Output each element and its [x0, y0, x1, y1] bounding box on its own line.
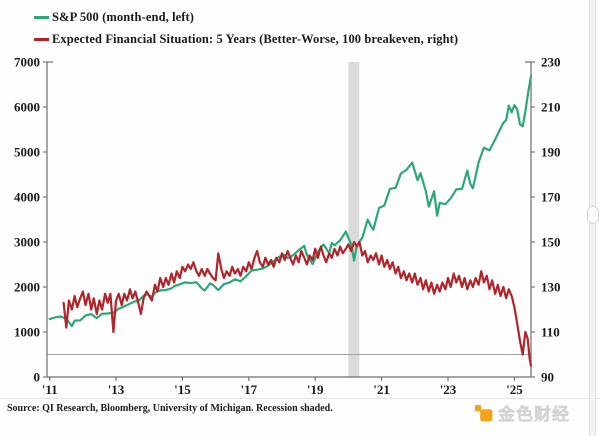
x-axis-tick-label: '15: [174, 382, 191, 397]
right-axis-tick-label: 190: [541, 145, 561, 160]
scrollbar-handle[interactable]: [587, 206, 599, 224]
efs-line-swatch-icon: [34, 37, 49, 41]
left-axis-tick-label: 0: [34, 370, 41, 385]
left-axis-tick-label: 3000: [14, 235, 40, 250]
sp500-series-line: [48, 74, 533, 328]
x-axis-tick-label: '17: [240, 382, 257, 397]
footer-divider: [0, 398, 600, 399]
jinse-finance-watermark: 金色财经: [475, 400, 570, 425]
x-axis-tick-label: '19: [307, 382, 324, 397]
recession-band: [348, 62, 360, 377]
left-axis-tick-label: 2000: [14, 280, 40, 295]
left-axis-tick-label: 7000: [14, 55, 40, 70]
efs-legend-label: Expected Financial Situation: 5 Years (B…: [52, 31, 459, 46]
sp500-legend-label: S&P 500 (month-end, left): [52, 9, 195, 24]
left-axis-tick-label: 1000: [14, 325, 40, 340]
left-axis-tick-label: 6000: [14, 100, 40, 115]
efs-series-line: [62, 240, 533, 367]
watermark-text: 金色财经: [498, 405, 570, 425]
x-axis-tick-label: '23: [440, 382, 457, 397]
left-axis-tick-label: 4000: [14, 190, 40, 205]
x-axis-tick-label: '25: [506, 382, 523, 397]
x-axis-tick-label: '13: [108, 382, 125, 397]
right-axis-tick-label: 90: [541, 370, 554, 385]
chart-legend: S&P 500 (month-end, left) Expected Finan…: [34, 6, 458, 50]
jinse-logo-icon: [475, 405, 493, 422]
source-note: Source: QI Research, Bloomberg, Universi…: [7, 403, 333, 414]
right-axis-tick-label: 170: [541, 190, 561, 205]
right-axis-tick-label: 130: [541, 280, 561, 295]
right-axis-tick-label: 210: [541, 100, 561, 115]
legend-item-sp500: S&P 500 (month-end, left): [34, 6, 458, 28]
right-axis-tick-label: 150: [541, 235, 561, 250]
sp500-line-swatch-icon: [34, 15, 49, 19]
legend-item-efs: Expected Financial Situation: 5 Years (B…: [34, 28, 458, 50]
right-axis-tick-label: 230: [541, 55, 561, 70]
x-axis-tick-label: '21: [373, 382, 390, 397]
x-axis-tick-label: '11: [42, 382, 58, 397]
right-axis-tick-label: 110: [541, 325, 560, 340]
left-axis-tick-label: 5000: [14, 145, 40, 160]
